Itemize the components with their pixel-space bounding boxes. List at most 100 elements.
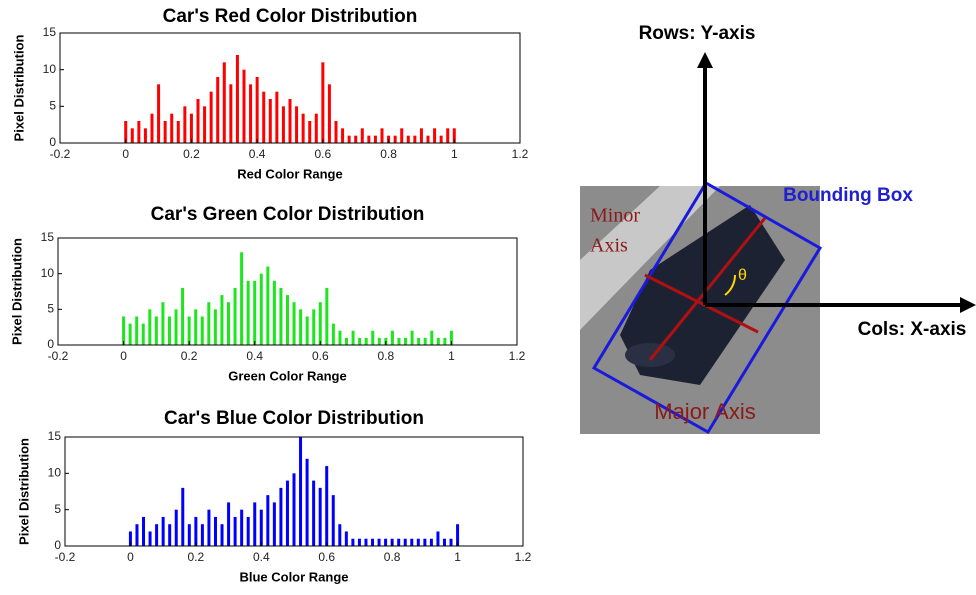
bar <box>197 99 200 143</box>
bar <box>142 517 145 546</box>
bar <box>397 338 400 345</box>
bar <box>358 539 361 546</box>
bar <box>155 316 158 345</box>
y-tick-label: 10 <box>41 266 55 280</box>
angle-label: θ <box>738 267 747 284</box>
x-axis-label: Cols: X-axis <box>858 319 967 340</box>
bar <box>210 92 213 143</box>
bar <box>286 481 289 546</box>
bar <box>221 524 224 546</box>
arrowhead <box>697 52 713 68</box>
bar <box>352 331 355 345</box>
y-tick-label: 10 <box>48 466 62 480</box>
bar <box>234 517 237 546</box>
bar <box>443 338 446 345</box>
x-tick-label: 0.8 <box>380 147 397 161</box>
bar <box>249 84 252 143</box>
bar <box>410 539 413 546</box>
bounding-box-label: Bounding Box <box>783 185 913 206</box>
x-tick-label: 0 <box>120 349 127 363</box>
bar <box>306 459 309 546</box>
y-axis-label: Pixel Distribution <box>16 438 31 545</box>
y-tick-label: 0 <box>49 135 56 149</box>
bar <box>335 121 338 143</box>
bar <box>437 338 440 345</box>
bar <box>365 338 368 345</box>
bar <box>293 473 296 546</box>
bar <box>122 316 125 345</box>
y-axis-label: Rows: Y-axis <box>639 23 756 44</box>
bar <box>371 539 374 546</box>
bar <box>223 62 226 143</box>
x-axis-label: Red Color Range <box>237 166 342 181</box>
bar <box>338 331 341 345</box>
bar <box>247 517 250 546</box>
bar <box>175 510 178 546</box>
bar <box>384 539 387 546</box>
bar <box>129 324 132 345</box>
bar <box>436 531 439 546</box>
bar <box>201 316 204 345</box>
bar <box>427 136 430 143</box>
bar <box>417 338 420 345</box>
bar <box>289 99 292 143</box>
bar <box>269 99 272 143</box>
diagram: Rows: Y-axis Cols: X-axis Bounding Box M… <box>580 23 976 434</box>
bar <box>325 288 328 345</box>
bar <box>190 114 193 143</box>
x-tick-label: 0 <box>127 550 134 564</box>
bar <box>381 128 384 143</box>
bar <box>325 466 328 546</box>
bar <box>203 106 206 143</box>
x-tick-label: 0.2 <box>181 349 198 363</box>
x-tick-label: 0.4 <box>249 147 266 161</box>
bar <box>207 302 210 345</box>
bar <box>181 288 184 345</box>
minor-axis-label: Minor <box>590 205 640 227</box>
bar <box>446 128 449 143</box>
y-tick-label: 5 <box>54 502 61 516</box>
bar <box>243 70 246 143</box>
y-tick-label: 0 <box>47 337 54 351</box>
bar <box>312 309 315 345</box>
x-tick-label: 0.2 <box>183 147 200 161</box>
x-tick-label: 1.2 <box>515 550 532 564</box>
bar <box>149 531 152 546</box>
major-axis-label: Major Axis <box>654 399 755 424</box>
bar <box>279 488 282 546</box>
x-tick-label: 1 <box>454 550 461 564</box>
bar <box>201 524 204 546</box>
bar <box>157 84 160 143</box>
bar <box>450 539 453 546</box>
bar <box>411 331 414 345</box>
bar <box>137 121 140 143</box>
bar <box>358 338 361 345</box>
bar <box>430 331 433 345</box>
bar <box>299 437 302 546</box>
bar <box>220 295 223 345</box>
y-tick-label: 0 <box>54 538 61 552</box>
y-tick-label: 15 <box>41 230 55 244</box>
bar <box>188 524 191 546</box>
bar <box>275 92 278 143</box>
bar <box>240 510 243 546</box>
bar <box>194 309 197 345</box>
bar <box>253 502 256 546</box>
bar <box>194 517 197 546</box>
bar <box>135 524 138 546</box>
bar <box>236 55 239 143</box>
bar <box>407 136 410 143</box>
bar <box>273 281 276 345</box>
x-tick-label: 0.8 <box>378 349 395 363</box>
bar <box>207 510 210 546</box>
bar <box>253 281 256 345</box>
bar <box>266 267 269 345</box>
bar <box>440 136 443 143</box>
bar <box>131 128 134 143</box>
bar <box>312 481 315 546</box>
bar <box>256 77 259 143</box>
bar <box>151 114 154 143</box>
bar <box>183 106 186 143</box>
y-axis-label: Pixel Distribution <box>9 238 24 345</box>
bar <box>328 84 331 143</box>
